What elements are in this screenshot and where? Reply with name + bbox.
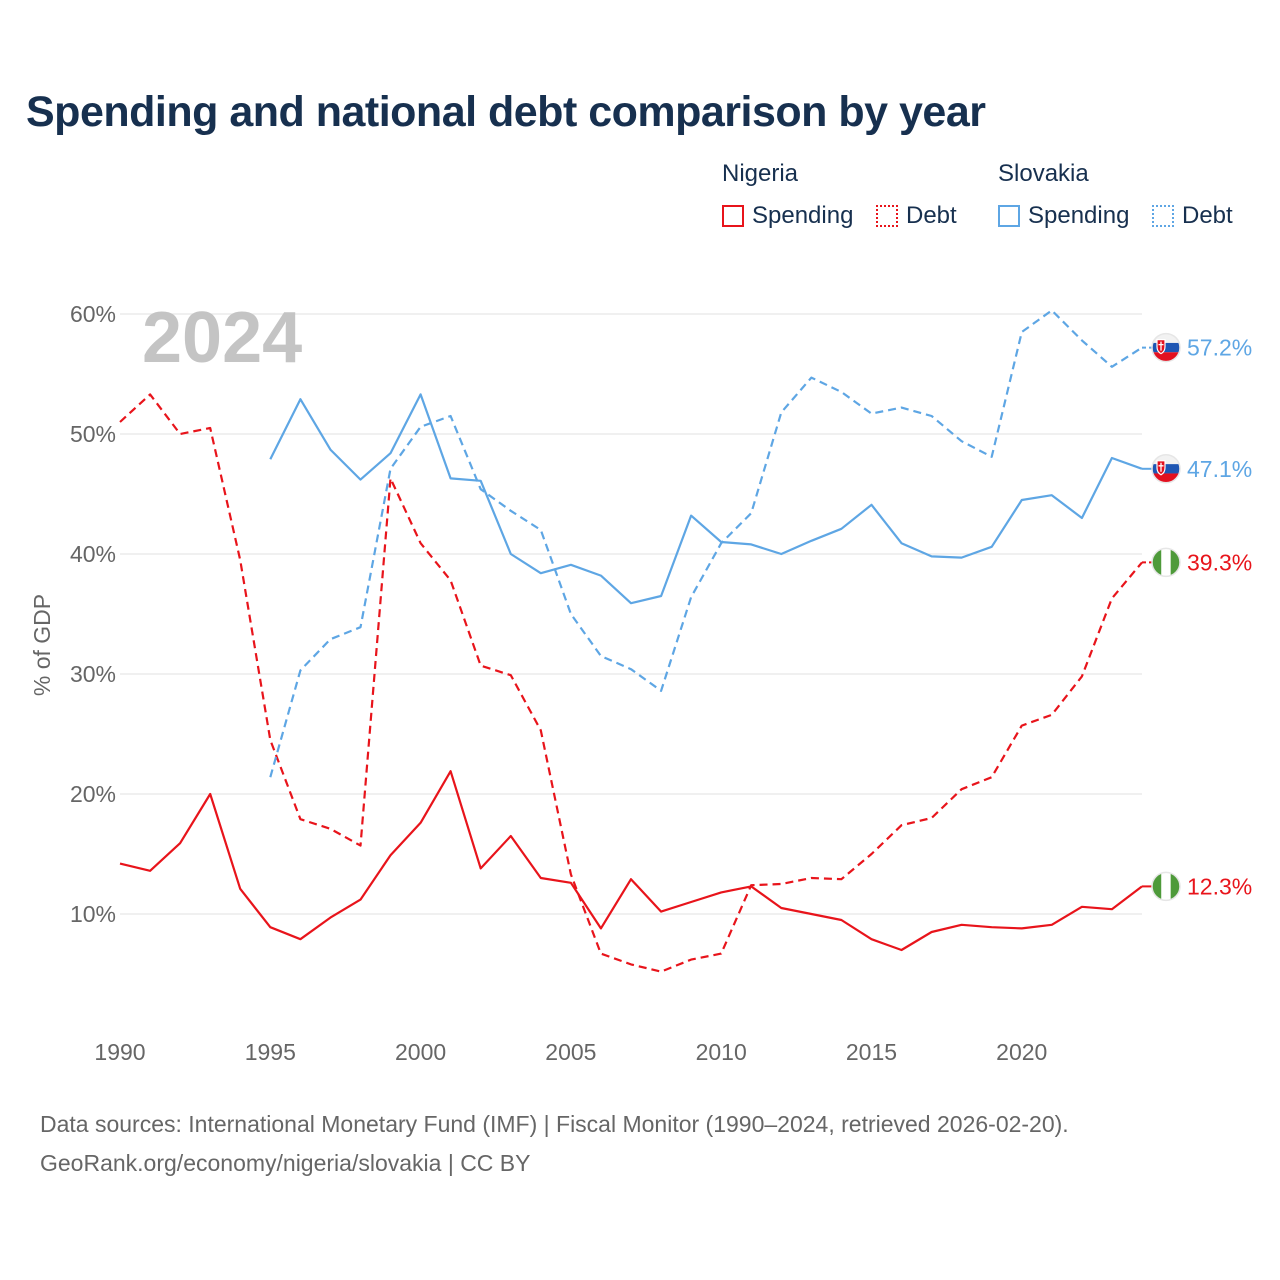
nigeria-flag-icon (1152, 548, 1180, 577)
legend-country-nigeria: Nigeria (722, 160, 799, 187)
nigeria-flag-icon (1152, 872, 1180, 901)
end-marker: 47.1% (1142, 454, 1252, 484)
x-tick-label: 2020 (996, 1039, 1047, 1065)
slovakia-flag-icon (1152, 333, 1180, 362)
end-marker: 39.3% (1142, 547, 1252, 578)
series-line-slovakia-spending[interactable] (269, 393, 1143, 605)
x-tick-label: 1995 (245, 1039, 296, 1065)
y-axis-label: % of GDP (29, 594, 55, 696)
end-value-label: 57.2% (1187, 335, 1252, 361)
x-tick-label: 2005 (545, 1039, 596, 1065)
series-end-markers: 12.3% 39.3% 47.1% 57.2% (1142, 332, 1252, 902)
x-axis-ticks: 1990 1995 2000 2005 2010 2015 2020 (94, 1039, 1047, 1065)
x-tick-label: 2000 (395, 1039, 446, 1065)
y-tick-label: 60% (70, 301, 116, 327)
end-marker: 57.2% (1142, 332, 1252, 363)
legend-label: Debt (1182, 202, 1233, 229)
source-text: Data sources: International Monetary Fun… (40, 1111, 1069, 1137)
legend-item-slovakia-spending[interactable]: Spending (998, 202, 1129, 230)
series-lines (119, 309, 1143, 973)
slovakia-flag-icon (1152, 454, 1180, 483)
end-marker: 12.3% (1142, 871, 1252, 902)
y-tick-label: 30% (70, 661, 116, 687)
legend-swatch-dotted (1152, 205, 1174, 227)
x-tick-label: 2015 (846, 1039, 897, 1065)
y-axis-ticks: 10% 20% 30% 40% 50% 60% (70, 301, 116, 927)
year-watermark: 2024 (142, 298, 302, 378)
source-link[interactable]: GeoRank.org/economy/nigeria/slovakia | C… (40, 1150, 531, 1176)
end-value-label: 47.1% (1187, 456, 1252, 482)
end-value-label: 39.3% (1187, 549, 1252, 575)
legend-label: Debt (906, 202, 957, 229)
gridlines (120, 313, 1142, 915)
legend-label: Spending (1028, 202, 1130, 229)
x-tick-label: 1990 (94, 1039, 145, 1065)
y-tick-label: 40% (70, 541, 116, 567)
y-tick-label: 20% (70, 781, 116, 807)
end-value-label: 12.3% (1187, 873, 1252, 899)
x-tick-label: 2010 (696, 1039, 747, 1065)
series-line-nigeria-spending[interactable] (119, 770, 1143, 952)
legend-item-nigeria-spending[interactable]: Spending (722, 202, 853, 230)
legend-swatch-solid (722, 205, 744, 227)
footer: Data sources: International Monetary Fun… (40, 1105, 1069, 1183)
legend-item-slovakia-debt[interactable]: Debt (1152, 202, 1233, 230)
legend-item-nigeria-debt[interactable]: Debt (876, 202, 957, 230)
legend-swatch-solid (998, 205, 1020, 227)
series-line-nigeria-debt[interactable] (119, 393, 1143, 973)
chart-title: Spending and national debt comparison by… (26, 88, 986, 136)
y-tick-label: 50% (70, 421, 116, 447)
y-tick-label: 10% (70, 901, 116, 927)
legend-label: Spending (752, 202, 854, 229)
legend-country-slovakia: Slovakia (998, 160, 1089, 187)
series-line-slovakia-debt[interactable] (269, 309, 1143, 778)
legend-swatch-dotted (876, 205, 898, 227)
